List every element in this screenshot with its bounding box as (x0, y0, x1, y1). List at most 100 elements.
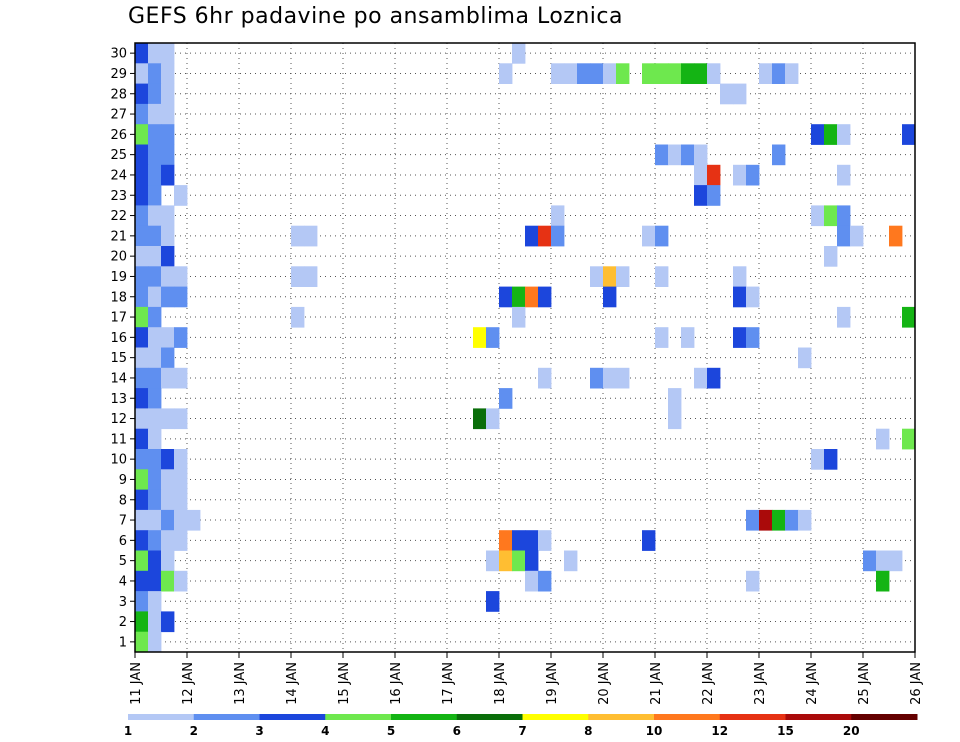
x-tick-label: 16 JAN (389, 662, 404, 705)
colorbar-swatch (719, 714, 786, 720)
heatmap-cells (135, 43, 916, 653)
heatmap-cell (512, 43, 526, 64)
heatmap-cell (135, 266, 149, 287)
heatmap-cell (564, 550, 578, 572)
heatmap-cell (733, 83, 747, 105)
heatmap-cell (798, 347, 812, 369)
heatmap-cell (590, 367, 604, 389)
y-tick-label: 21 (110, 229, 127, 244)
grid-lines (134, 43, 916, 652)
heatmap-cell (746, 509, 760, 531)
heatmap-cell (135, 124, 149, 145)
heatmap-cell (694, 164, 708, 186)
colorbar-swatch (391, 714, 458, 720)
heatmap-cell (304, 225, 318, 247)
heatmap-cell (135, 489, 149, 511)
heatmap-cell (161, 489, 175, 511)
y-tick-label: 7 (119, 514, 127, 529)
y-tick-label: 18 (110, 290, 127, 305)
heatmap-cell (174, 509, 188, 531)
colorbar-swatch (259, 714, 326, 720)
y-tick-label: 29 (110, 67, 127, 82)
heatmap-cell (876, 570, 890, 592)
colorbar: 1 2 3 4 5 6 7 8 10 12 15 20 (124, 714, 918, 738)
heatmap-cell (161, 225, 175, 247)
colorbar-label: 10 (646, 724, 663, 738)
plot-frame (134, 42, 916, 653)
heatmap-cell (733, 164, 747, 186)
y-tick-label: 9 (119, 473, 127, 488)
heatmap-cell (161, 469, 175, 490)
heatmap-cell (161, 449, 175, 470)
heatmap-cell (161, 83, 175, 105)
heatmap-cell (733, 327, 747, 348)
heatmap-cell (148, 185, 162, 206)
heatmap-cell (525, 530, 539, 551)
heatmap-cell (174, 286, 188, 308)
heatmap-cell (174, 367, 188, 389)
heatmap-cell (135, 205, 149, 227)
y-tick-label: 24 (110, 168, 127, 183)
heatmap-cell (551, 63, 565, 84)
colorbar-swatch (456, 714, 523, 720)
x-tick-label: 14 JAN (285, 662, 300, 705)
heatmap-cell (161, 408, 175, 430)
heatmap-cell (135, 631, 149, 653)
heatmap-cell (161, 124, 175, 145)
x-tick-label: 20 JAN (597, 662, 612, 705)
heatmap-cell (161, 246, 175, 267)
heatmap-cell (824, 449, 838, 470)
heatmap-cell (161, 164, 175, 186)
heatmap-cell (525, 570, 539, 592)
heatmap-cell (135, 509, 149, 531)
x-axis: 11 JAN 12 JAN 13 JAN 14 JAN 15 JAN 16 JAN 17 J… (129, 652, 924, 705)
colorbar-label: 15 (777, 724, 794, 738)
x-tick-label: 23 JAN (753, 662, 768, 705)
y-tick-label: 12 (110, 412, 127, 427)
heatmap-cell (148, 388, 162, 409)
y-tick-label: 19 (110, 270, 127, 285)
heatmap-cell (174, 530, 188, 551)
heatmap-cell (824, 205, 838, 227)
heatmap-cell (148, 286, 162, 308)
y-tick-label: 27 (110, 108, 127, 123)
heatmap-cell (135, 428, 149, 450)
colorbar-swatch (325, 714, 392, 720)
heatmap-cell (616, 63, 630, 84)
heatmap-cell (694, 185, 708, 206)
chart-title: GEFS 6hr padavine po ansamblima Loznica (128, 4, 623, 29)
heatmap-cell (135, 449, 149, 470)
heatmap-cell (161, 347, 175, 369)
heatmap-cell (148, 550, 162, 572)
heatmap-cell (148, 428, 162, 450)
heatmap-cell (161, 509, 175, 531)
heatmap-cell (512, 306, 526, 328)
heatmap-cell (148, 124, 162, 145)
heatmap-cell (902, 306, 916, 328)
heatmap-cell (499, 63, 513, 84)
heatmap-cell (525, 550, 539, 572)
heatmap-cell (538, 286, 552, 308)
heatmap-cell (148, 367, 162, 389)
heatmap-cell (746, 164, 760, 186)
y-tick-label: 11 (110, 432, 127, 447)
heatmap-cell (174, 489, 188, 511)
y-axis: 1234567891011121314151617181920212223242… (110, 47, 135, 650)
heatmap-cell (720, 83, 734, 105)
x-tick-label: 25 JAN (857, 662, 872, 705)
heatmap-cell (148, 631, 162, 653)
heatmap-cell (655, 266, 669, 287)
colorbar-swatch (128, 714, 195, 720)
y-tick-label: 15 (110, 351, 127, 366)
heatmap-cell (850, 225, 864, 247)
heatmap-cell (551, 225, 565, 247)
heatmap-cell (135, 83, 149, 105)
heatmap-cell (161, 286, 175, 308)
heatmap-cell (694, 367, 708, 389)
heatmap-cell (707, 63, 721, 84)
y-tick-label: 20 (110, 250, 127, 265)
heatmap-cell (538, 225, 552, 247)
heatmap-cell (837, 205, 851, 227)
heatmap-cell (148, 306, 162, 328)
